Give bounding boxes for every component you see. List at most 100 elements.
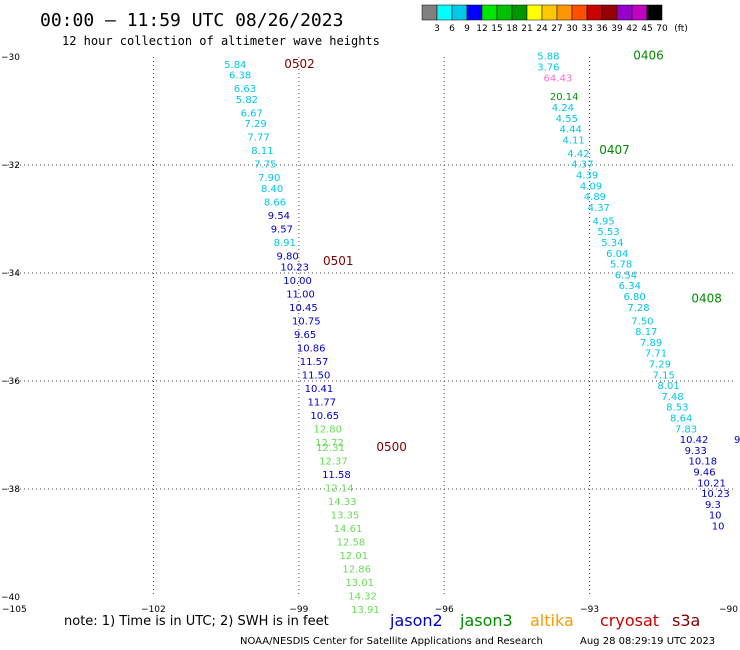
wave-height-value: 6.54 <box>615 270 637 281</box>
colorbar-label: 6 <box>449 24 455 34</box>
colorbar-legend: 3 6 9 12 15 18 21 24 27 30 33 36 39 42 45 70 (ft) <box>421 4 688 34</box>
wave-height-value: 10.75 <box>292 316 321 327</box>
wave-height-value: 8.91 <box>274 238 296 249</box>
wave-height-value: 4.55 <box>556 114 578 125</box>
colorbar-label: 30 <box>566 24 578 34</box>
colorbar-swatch <box>436 4 453 21</box>
wave-height-value: 4.09 <box>580 181 602 192</box>
wave-height-value: 14.32 <box>348 592 377 603</box>
colorbar-swatch <box>421 4 438 21</box>
wave-height-value: 8.01 <box>657 381 679 392</box>
wave-height-value: 6.80 <box>624 292 646 303</box>
colorbar-label: 42 <box>626 24 637 34</box>
wave-height-value: 6.38 <box>229 71 251 82</box>
colorbar-swatch <box>451 4 468 21</box>
wave-height-value: 4.95 <box>593 216 615 227</box>
wave-height-value: 8.66 <box>264 198 286 209</box>
colorbar-swatch <box>571 4 588 21</box>
wave-height-value: 12.58 <box>337 538 366 549</box>
colorbar-swatch <box>586 4 603 21</box>
map-grid <box>8 57 735 597</box>
x-tick-label: −96 <box>435 605 454 615</box>
wave-height-value: 9.54 <box>268 211 290 222</box>
colorbar-label: 39 <box>611 24 623 34</box>
wave-height-value: 10.18 <box>688 457 717 468</box>
wave-height-value: 8.40 <box>261 184 283 195</box>
wave-height-value: 4.24 <box>552 103 574 114</box>
colorbar-swatch <box>616 4 633 21</box>
wave-height-value: 7.75 <box>254 160 276 171</box>
colorbar-swatch <box>541 4 558 21</box>
wave-height-value: 8.17 <box>635 327 657 338</box>
footer-timestamp: Aug 28 08:29:19 UTC 2023 <box>580 636 715 647</box>
wave-height-value: 4.39 <box>576 171 598 182</box>
footer-credit: NOAA/NESDIS Center for Satellite Applica… <box>240 636 543 647</box>
colorbar-swatch <box>556 4 573 21</box>
wave-height-value: 3.76 <box>537 63 559 74</box>
wave-height-value: 9.46 <box>693 468 715 479</box>
wave-height-value: 5.34 <box>601 238 623 249</box>
wave-height-value: 4.89 <box>584 192 606 203</box>
wave-height-value: 8.64 <box>670 414 692 425</box>
pass-time-label: 0407 <box>599 143 630 157</box>
wave-height-value: 7.50 <box>631 316 653 327</box>
pass-time-label: 0501 <box>323 254 354 268</box>
colorbar-label: 70 <box>656 24 668 34</box>
wave-height-value: 7.29 <box>649 360 671 371</box>
colorbar-label: 21 <box>521 24 532 34</box>
wave-height-value: 7.28 <box>627 303 649 314</box>
wave-height-value: 12.37 <box>319 457 348 468</box>
colorbar-swatch <box>631 4 648 21</box>
wave-height-value: 12.72 <box>315 438 344 449</box>
wave-height-value: 9.65 <box>294 330 316 341</box>
wave-height-value: 14.33 <box>328 497 357 508</box>
wave-height-value: 7.77 <box>247 133 269 144</box>
wave-height-value: 5.53 <box>597 227 619 238</box>
y-tick-label: −36 <box>1 377 20 387</box>
wave-height-value: 10.45 <box>289 303 318 314</box>
wave-height-value: 9.33 <box>685 446 707 457</box>
y-tick-label: −40 <box>1 593 20 603</box>
wave-height-value: 10.23 <box>280 262 309 273</box>
colorbar-swatch <box>511 4 528 21</box>
wave-height-values: 5.846.386.635.826.677.297.778.117.757.90… <box>224 52 740 617</box>
wave-height-value: 10.65 <box>310 411 339 422</box>
pass-time-labels: 0502 0501 0500 0406 0407 0408 <box>284 49 722 455</box>
legend-entry: cryosat <box>600 611 659 630</box>
wave-height-value: 12.01 <box>340 551 369 562</box>
wave-height-value: 7.48 <box>661 392 683 403</box>
wave-height-value: 6.63 <box>234 84 256 95</box>
wave-height-value: 7.29 <box>245 119 267 130</box>
colorbar-swatch <box>481 4 498 21</box>
wave-height-value: 6.04 <box>606 249 628 260</box>
colorbar-label: 18 <box>506 24 518 34</box>
pass-time-label: 0408 <box>691 292 722 306</box>
colorbar-label: 27 <box>551 24 562 34</box>
wave-height-value: 13.01 <box>345 578 374 589</box>
wave-height-value: 12.86 <box>342 565 371 576</box>
wave-height-value: 9.80 <box>277 252 299 263</box>
wave-height-value: 4.11 <box>562 135 584 146</box>
wave-height-value: 10.86 <box>297 343 326 354</box>
wave-height-value: 10.42 <box>680 435 709 446</box>
wave-height-value: 10.41 <box>305 384 334 395</box>
x-tick-label: −99 <box>289 605 308 615</box>
wave-height-value: 64.43 <box>544 73 573 84</box>
wave-height-value: 7.15 <box>653 370 675 381</box>
wave-height-value: 9 <box>734 435 740 446</box>
y-tick-label: −30 <box>1 53 20 63</box>
chart-subtitle: 12 hour collection of altimeter wave hei… <box>62 34 380 48</box>
wave-height-value: 10 <box>709 511 722 522</box>
pass-time-label: 0502 <box>284 57 315 71</box>
colorbar-label: 24 <box>536 24 548 34</box>
wave-height-value: 9.57 <box>271 225 293 236</box>
x-tick-label: −93 <box>580 605 599 615</box>
wave-height-value: 12.80 <box>313 424 342 435</box>
wave-height-value: 8.11 <box>251 146 273 157</box>
wave-height-value: 6.34 <box>619 281 641 292</box>
wave-height-value: 7.89 <box>640 338 662 349</box>
colorbar-label: 36 <box>596 24 608 34</box>
wave-height-value: 5.88 <box>537 52 559 63</box>
wave-height-value: 12.14 <box>325 484 354 495</box>
wave-height-value: 11.00 <box>286 289 315 300</box>
